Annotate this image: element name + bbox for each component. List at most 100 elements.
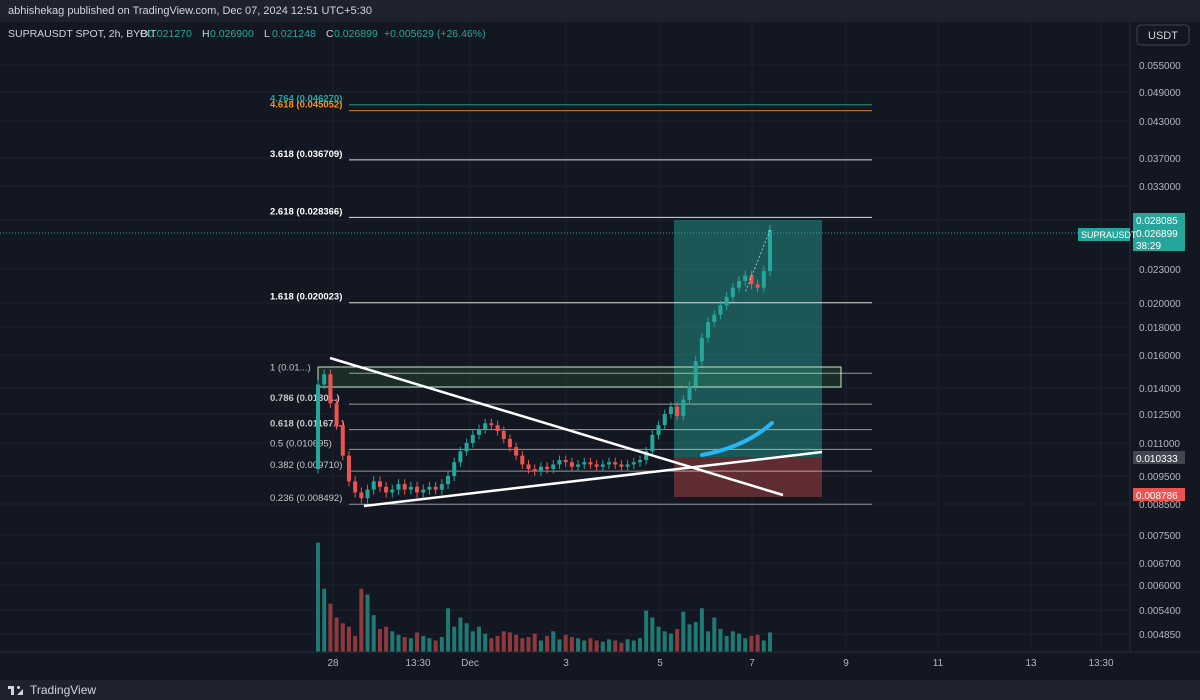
candle (619, 464, 624, 467)
price-tick-label: 0.007500 (1139, 531, 1181, 542)
volume-bar (495, 635, 500, 652)
candle (681, 399, 686, 416)
volume-bar (334, 617, 339, 652)
volume-bar (483, 633, 488, 652)
candle (377, 481, 382, 487)
price-tag (1133, 213, 1185, 226)
candle (359, 492, 364, 499)
volume-bar (607, 639, 612, 652)
stop-loss-zone (674, 457, 822, 497)
price-tag-label: 38:29 (1136, 241, 1161, 252)
candle (631, 462, 636, 465)
volume-bar (346, 626, 351, 652)
candle (551, 464, 556, 470)
candle (588, 462, 593, 465)
ohlc-value: 0.021270 (148, 28, 192, 40)
candle (384, 486, 389, 493)
tradingview-logo[interactable]: TradingView (8, 680, 96, 700)
candle (316, 384, 320, 470)
time-tick-label: 13 (1025, 658, 1037, 669)
volume-bar (749, 635, 754, 652)
price-tick-label: 0.009500 (1139, 472, 1181, 483)
candle (334, 403, 339, 426)
volume-bar (625, 639, 630, 652)
volume-bar (507, 632, 512, 652)
take-profit-zone (674, 220, 822, 457)
brand-name: TradingView (30, 683, 97, 697)
volume-bar (489, 638, 494, 652)
candle (353, 481, 358, 493)
time-tick-label: 7 (749, 658, 755, 669)
price-tick-label: 0.016000 (1139, 351, 1181, 362)
volume-bar (464, 623, 469, 652)
volume-bar (576, 638, 581, 652)
price-tag (1133, 226, 1185, 239)
volume-bar (421, 635, 426, 652)
volume-bar (687, 624, 692, 652)
volume-bar (557, 639, 562, 652)
chart-area[interactable]: 4.764 (0.046270) 4.618 (0.045052) 3.618 (0… (0, 22, 1200, 680)
fib-levels: 4.764 (0.046270)4.618 (0.045052) 3.618 (0… (270, 94, 872, 505)
candle (644, 451, 649, 460)
volume-bar (563, 634, 568, 652)
momentum-curve (700, 421, 774, 457)
candle (594, 464, 599, 467)
volume-bar (637, 638, 642, 652)
candle (464, 443, 469, 452)
fib-label: 0.382 (0.009710) (270, 460, 342, 471)
volume-bar (520, 638, 525, 652)
candle (495, 425, 500, 431)
volume-bar (545, 635, 550, 652)
price-tick-label: 0.014000 (1139, 384, 1181, 395)
candle (761, 271, 766, 288)
price-tick-label: 0.005400 (1139, 606, 1181, 617)
candle (322, 374, 327, 385)
candle (656, 425, 661, 435)
price-tick-label: 0.008500 (1139, 500, 1181, 511)
trend-drawings (329, 356, 823, 508)
time-axis: 28 13:30 Dec 3 5 7 9 11 13 13:30 (0, 651, 1200, 669)
candle (600, 464, 605, 467)
candle (650, 434, 655, 452)
volume-bar (706, 631, 711, 652)
time-tick-label: 3 (563, 658, 569, 669)
ohlc-value: 0.021248 (272, 28, 316, 40)
price-tag (1133, 238, 1185, 251)
symbol-tag (1078, 228, 1130, 241)
volume-bar (408, 638, 413, 652)
volume-bar (650, 617, 655, 652)
currency-button[interactable] (1136, 24, 1190, 46)
ohlc-label: O (140, 28, 148, 40)
volume-bar (402, 637, 407, 652)
volume-bar (476, 626, 481, 652)
price-tag-label: 0.028085 (1136, 216, 1178, 227)
volume-bar (359, 588, 364, 652)
candle (730, 287, 735, 297)
fib-label: 4.764 (0.046270) (270, 94, 342, 105)
volume-bars (316, 542, 772, 652)
volume-bar (644, 610, 649, 652)
volume-bar (737, 633, 742, 652)
time-tick-label: 13:30 (405, 658, 430, 669)
volume-bar (470, 631, 475, 652)
candle (545, 466, 550, 470)
ohlc-label: L (264, 28, 270, 40)
volume-bar (631, 640, 636, 652)
price-tag (1133, 488, 1185, 501)
change-value: +0.005629 (+26.46%) (384, 28, 486, 40)
candle (637, 459, 642, 463)
volume-bar (681, 611, 686, 652)
candle (507, 438, 512, 448)
fib-label: 0.236 (0.008492) (270, 493, 342, 504)
candle (532, 469, 537, 472)
candle (718, 305, 723, 315)
price-tick-label: 0.020000 (1139, 299, 1181, 310)
price-chart[interactable]: 4.764 (0.046270)4.618 (0.045052) 3.618 (0… (0, 22, 1200, 680)
volume-bar (439, 637, 444, 652)
candle (563, 459, 568, 463)
volume-bar (588, 638, 593, 652)
resistance-box (317, 366, 842, 388)
fib-label: 0.618 (0.01167...) (270, 419, 344, 430)
candle (483, 423, 488, 430)
candle (569, 462, 574, 467)
